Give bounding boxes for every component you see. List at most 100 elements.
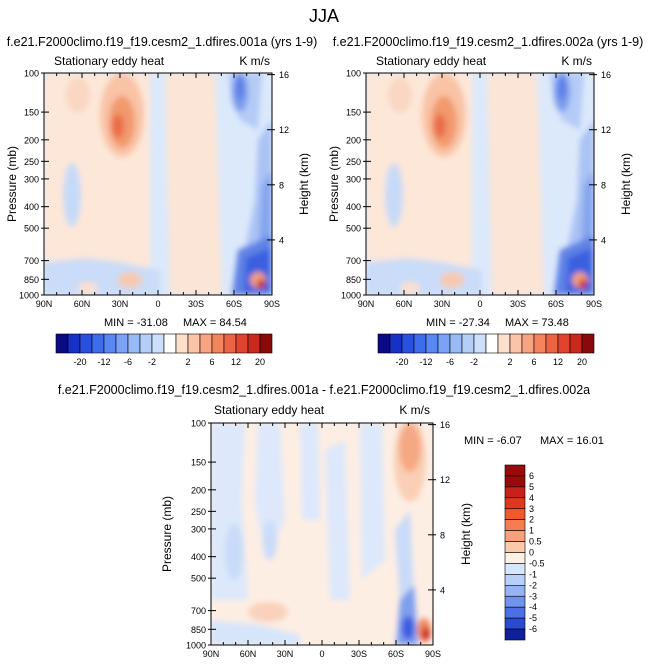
x-tick-label: 0 bbox=[155, 299, 160, 309]
panel-2-ylabel-right: Height (km) bbox=[619, 153, 633, 215]
panel-1-axes: 100 150 200 250 300 400 500 700 850 1000 16 12 8 4 90N… bbox=[19, 69, 289, 310]
y-right-tick-label: 8 bbox=[279, 180, 284, 190]
colorbar-swatch bbox=[55, 333, 69, 354]
colorbar-swatch bbox=[581, 333, 595, 354]
colorbar-label: 3 bbox=[529, 504, 534, 514]
colorbar-swatch bbox=[557, 333, 571, 354]
colorbar-swatch bbox=[223, 333, 237, 354]
panel-1-min-label: MIN = -31.08 bbox=[104, 317, 168, 329]
colorbar-label: -12 bbox=[97, 357, 110, 367]
y-tick-label: 700 bbox=[191, 606, 206, 616]
panel-3-plot-field bbox=[211, 423, 433, 645]
colorbar-swatch bbox=[211, 333, 225, 354]
colorbar-swatch bbox=[504, 486, 526, 499]
colorbar-label: 2 bbox=[185, 357, 190, 367]
colorbar-swatch bbox=[437, 333, 451, 354]
colorbar-swatch bbox=[91, 333, 105, 354]
colorbar-swatch bbox=[461, 333, 475, 354]
colorbar-label: 20 bbox=[577, 357, 587, 367]
x-tick-label: 0 bbox=[477, 299, 482, 309]
colorbar-swatch bbox=[504, 585, 526, 597]
y-tick-label: 400 bbox=[191, 552, 206, 562]
colorbar-swatch bbox=[259, 333, 273, 354]
colorbar-swatch bbox=[139, 333, 153, 354]
y-tick-label: 250 bbox=[346, 157, 361, 167]
y-tick-label: 200 bbox=[346, 135, 361, 145]
colorbar-label: -20 bbox=[73, 357, 86, 367]
colorbar-swatch bbox=[569, 333, 583, 354]
colorbar-swatch bbox=[504, 595, 526, 608]
panel-2-ylabel: Pressure (mb) bbox=[327, 146, 341, 222]
panel-2-min-label: MIN = -27.34 bbox=[426, 317, 490, 329]
y-tick-label: 200 bbox=[24, 135, 39, 145]
panel-2-max-label: MAX = 73.48 bbox=[505, 317, 569, 329]
x-tick-label: 90N bbox=[36, 299, 53, 309]
x-tick-label: 60S bbox=[226, 299, 242, 309]
panel-2-colorbar: -20 -12 -6 -2 2 6 12 20 bbox=[377, 333, 595, 367]
colorbar-swatch bbox=[533, 333, 547, 354]
colorbar-label: -2 bbox=[148, 357, 156, 367]
panel-2-title: f.e21.F2000climo.f19_f19.cesm2_1.dfires.… bbox=[333, 35, 644, 49]
y-tick-label: 150 bbox=[24, 108, 39, 118]
colorbar-label: -3 bbox=[529, 591, 537, 601]
panel-2-units: K m/s bbox=[561, 54, 592, 68]
y-tick-label: 100 bbox=[346, 69, 361, 79]
panel-3-title: f.e21.F2000climo.f19_f19.cesm2_1.dfires.… bbox=[58, 383, 590, 397]
colorbar-swatch bbox=[504, 574, 526, 586]
colorbar-swatch bbox=[79, 333, 93, 354]
colorbar-label: 2 bbox=[507, 357, 512, 367]
colorbar-swatch bbox=[389, 333, 403, 354]
y-tick-label: 500 bbox=[346, 224, 361, 234]
y-tick-label: 1000 bbox=[341, 291, 361, 301]
colorbar-label: 6 bbox=[529, 471, 534, 481]
colorbar-swatch bbox=[504, 606, 526, 619]
x-tick-label: 60S bbox=[388, 649, 404, 659]
panel-1-subtitle: Stationary eddy heat bbox=[54, 54, 165, 68]
panel-3: f.e21.F2000climo.f19_f19.cesm2_1.dfires.… bbox=[58, 383, 604, 659]
y-tick-label: 200 bbox=[191, 485, 206, 495]
colorbar-swatch bbox=[175, 333, 189, 354]
colorbar-swatch bbox=[103, 333, 117, 354]
y-right-tick-label: 8 bbox=[440, 530, 445, 540]
colorbar-swatch bbox=[247, 333, 261, 354]
y-tick-label: 250 bbox=[191, 507, 206, 517]
colorbar-label: -6 bbox=[529, 624, 537, 634]
colorbar-swatch bbox=[485, 333, 499, 354]
colorbar-swatch bbox=[151, 333, 165, 354]
colorbar-swatch bbox=[163, 333, 177, 354]
x-tick-label: 30S bbox=[351, 649, 367, 659]
colorbar-label: 6 bbox=[531, 357, 536, 367]
x-tick-label: 60N bbox=[74, 299, 91, 309]
colorbar-swatch bbox=[473, 333, 487, 354]
panel-2: f.e21.F2000climo.f19_f19.cesm2_1.dfires.… bbox=[327, 35, 643, 367]
page-title: JJA bbox=[309, 6, 339, 26]
y-tick-label: 700 bbox=[24, 256, 39, 266]
colorbar-swatch bbox=[425, 333, 439, 354]
y-tick-label: 400 bbox=[24, 202, 39, 212]
colorbar-label: -4 bbox=[529, 602, 537, 612]
colorbar-label: -6 bbox=[446, 357, 454, 367]
y-tick-label: 150 bbox=[191, 458, 206, 468]
y-right-tick-label: 16 bbox=[279, 70, 289, 80]
y-right-tick-label: 4 bbox=[440, 585, 445, 595]
y-tick-label: 150 bbox=[346, 108, 361, 118]
colorbar-swatch bbox=[413, 333, 427, 354]
colorbar-label: -6 bbox=[124, 357, 132, 367]
panel-2-plot-field bbox=[366, 73, 594, 295]
colorbar-label: -5 bbox=[529, 613, 537, 623]
colorbar-swatch bbox=[235, 333, 249, 354]
y-right-tick-label: 4 bbox=[601, 235, 606, 245]
y-tick-label: 300 bbox=[346, 174, 361, 184]
x-tick-label: 60N bbox=[396, 299, 413, 309]
x-tick-label: 90S bbox=[264, 299, 280, 309]
y-tick-label: 700 bbox=[346, 256, 361, 266]
colorbar-swatch bbox=[187, 333, 201, 354]
y-tick-label: 850 bbox=[346, 275, 361, 285]
panel-1-ylabel-right: Height (km) bbox=[297, 153, 311, 215]
x-tick-label: 30N bbox=[277, 649, 294, 659]
colorbar-swatch bbox=[545, 333, 559, 354]
colorbar-swatch bbox=[401, 333, 415, 354]
colorbar-swatch bbox=[127, 333, 141, 354]
